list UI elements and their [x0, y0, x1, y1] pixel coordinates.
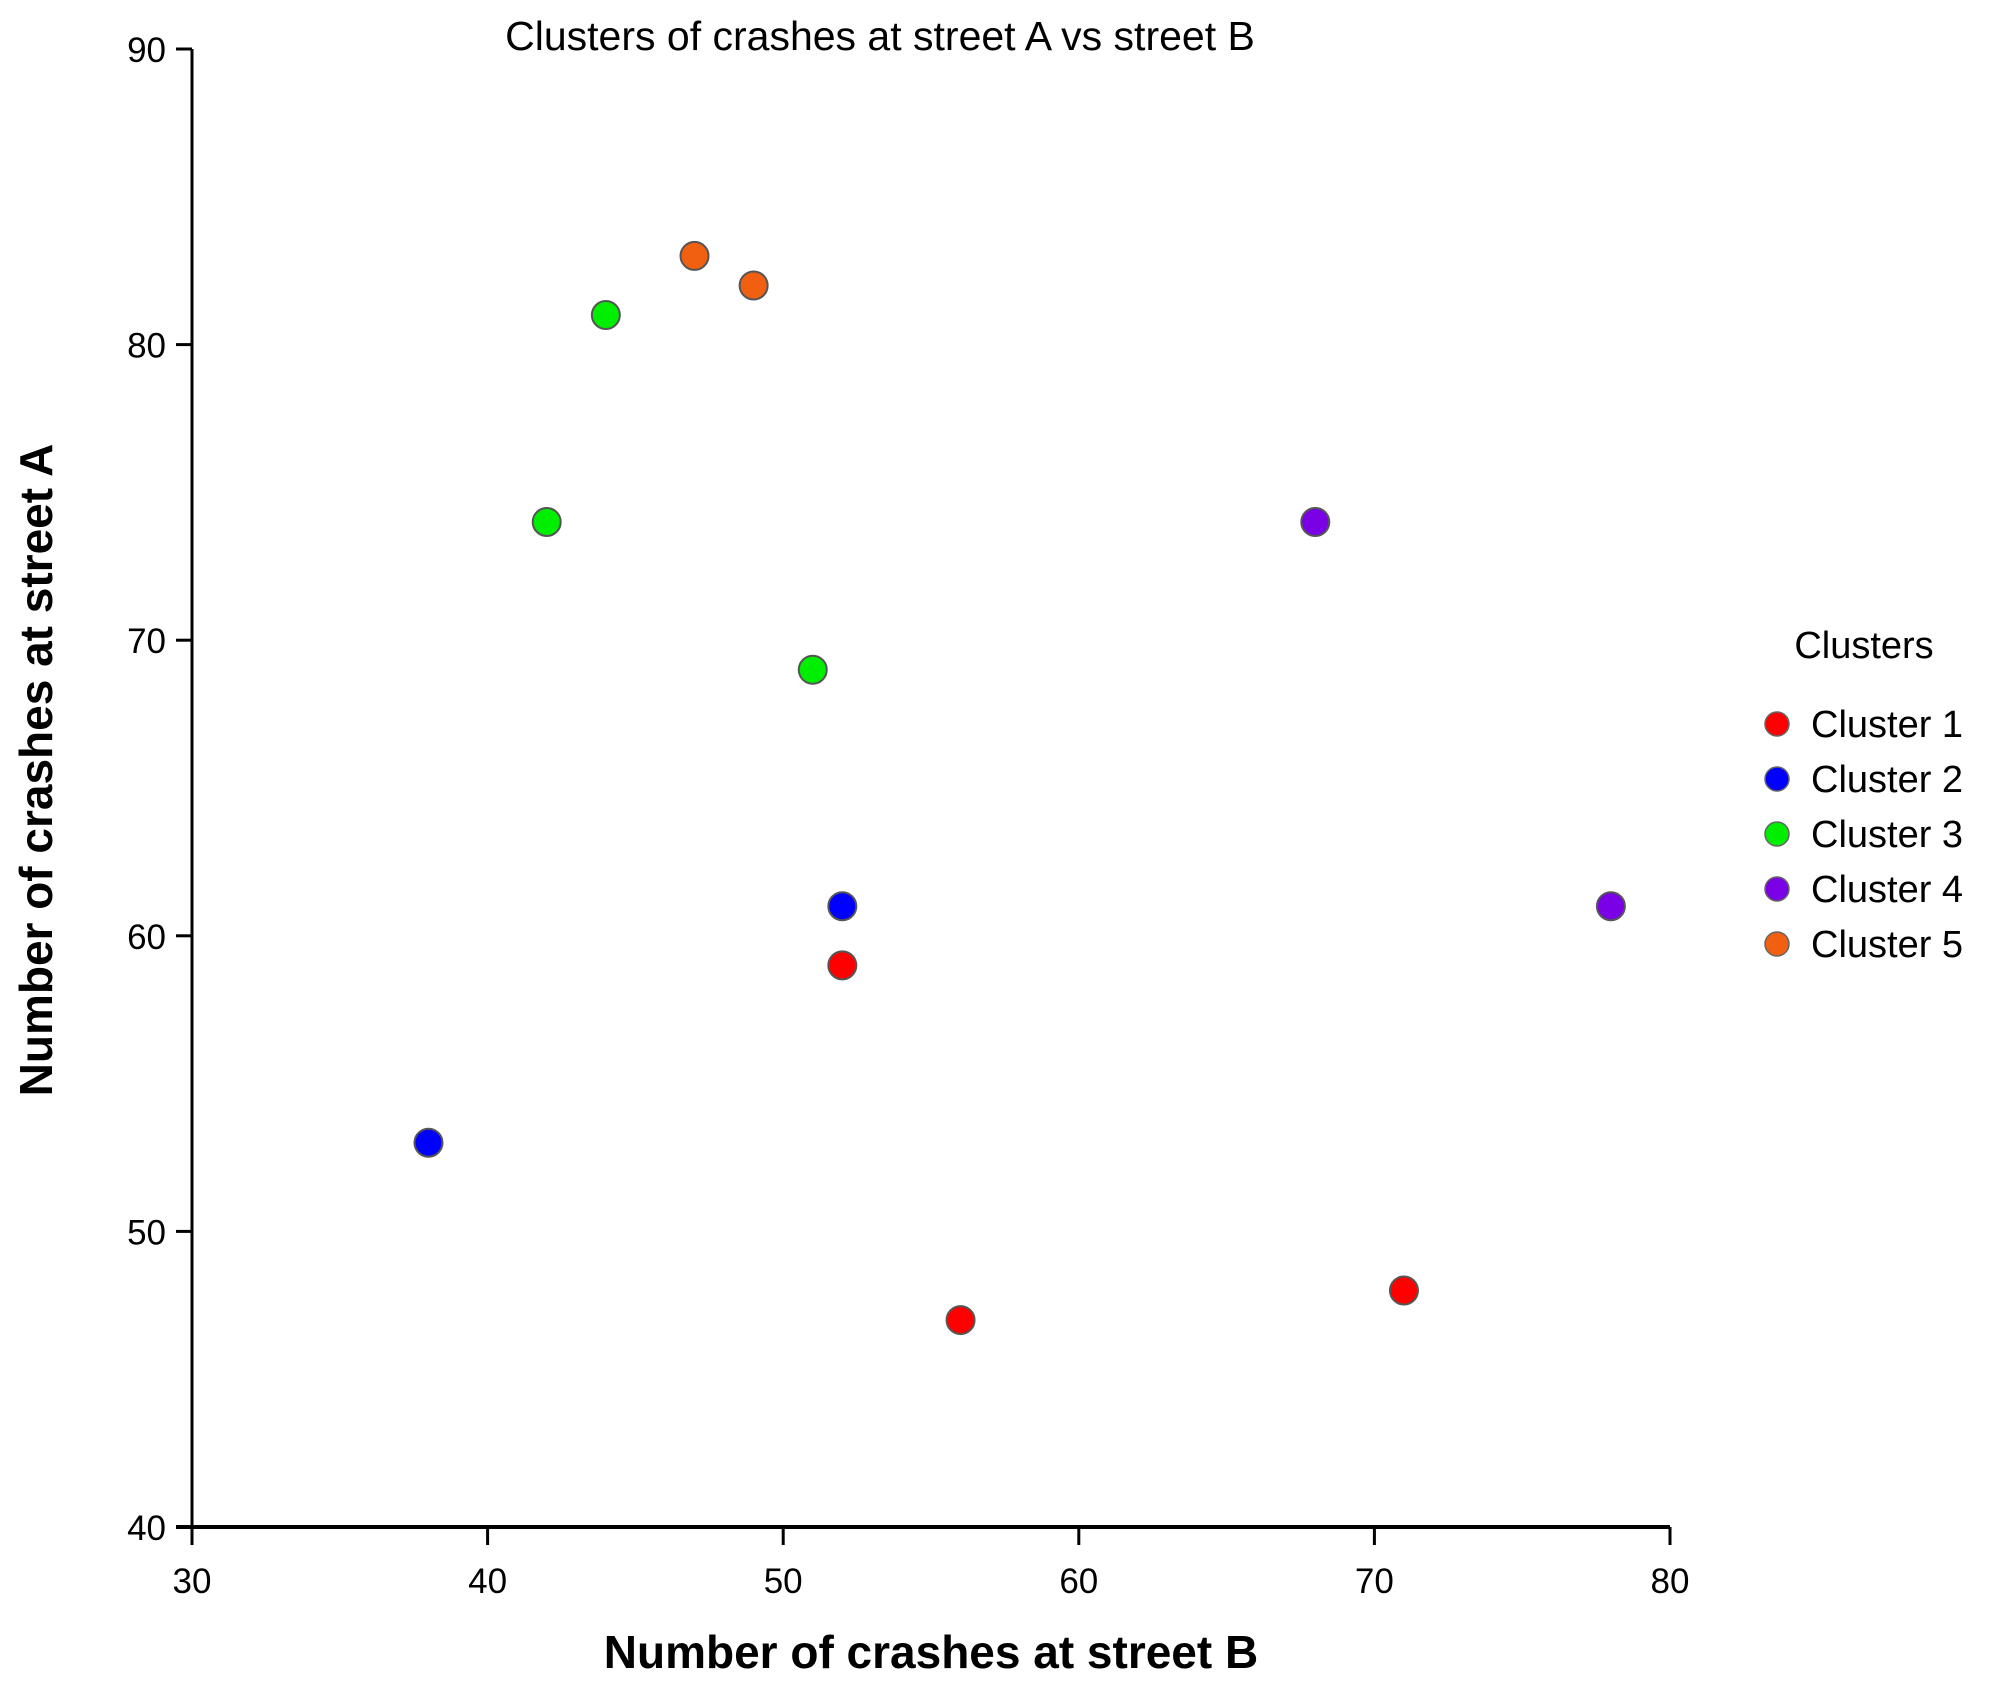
data-point-cluster-4	[1595, 891, 1626, 922]
data-point-cluster-3	[797, 654, 828, 685]
x-tick-label: 70	[1355, 1562, 1394, 1601]
y-tick-label: 50	[127, 1213, 166, 1252]
data-point-cluster-4	[1300, 506, 1331, 537]
legend-label-cluster-3: Cluster 3	[1811, 814, 1963, 856]
data-points	[413, 240, 1626, 1336]
y-tick-label: 60	[127, 918, 166, 957]
chart-title: Clusters of crashes at street A vs stree…	[505, 13, 1255, 59]
data-point-cluster-1	[827, 950, 858, 981]
x-tick-label: 60	[1059, 1562, 1098, 1601]
legend-title: Clusters	[1794, 625, 1933, 667]
y-tick-label: 70	[127, 622, 166, 661]
y-axis-label: Number of crashes at street A	[10, 444, 62, 1097]
legend-label-cluster-4: Cluster 4	[1811, 869, 1963, 911]
legend-marker-cluster-5	[1764, 931, 1790, 957]
legend-marker-cluster-2	[1764, 766, 1790, 792]
data-point-cluster-5	[738, 270, 769, 301]
y-tick-label: 40	[127, 1509, 166, 1548]
x-tick-label: 40	[468, 1562, 507, 1601]
legend-marker-cluster-3	[1764, 821, 1790, 847]
data-point-cluster-5	[679, 240, 710, 271]
legend: Clusters Cluster 1 Cluster 2 Cluster 3 Clus…	[1764, 625, 1963, 966]
x-axis-label: Number of crashes at street B	[604, 1626, 1258, 1678]
y-tick-label: 90	[127, 31, 166, 70]
y-tick-label: 80	[127, 327, 166, 366]
data-point-cluster-1	[945, 1305, 976, 1336]
x-tick-label: 30	[173, 1562, 212, 1601]
legend-label-cluster-2: Cluster 2	[1811, 759, 1963, 801]
legend-label-cluster-5: Cluster 5	[1811, 924, 1963, 966]
x-tick-label: 50	[764, 1562, 803, 1601]
data-point-cluster-3	[590, 300, 621, 331]
legend-label-cluster-1: Cluster 1	[1811, 704, 1963, 746]
legend-marker-cluster-1	[1764, 711, 1790, 737]
data-point-cluster-3	[531, 506, 562, 537]
legend-marker-cluster-4	[1764, 876, 1790, 902]
x-tick-label: 80	[1651, 1562, 1690, 1601]
data-point-cluster-1	[1388, 1275, 1419, 1306]
data-point-cluster-2	[413, 1127, 444, 1158]
data-point-cluster-2	[827, 891, 858, 922]
